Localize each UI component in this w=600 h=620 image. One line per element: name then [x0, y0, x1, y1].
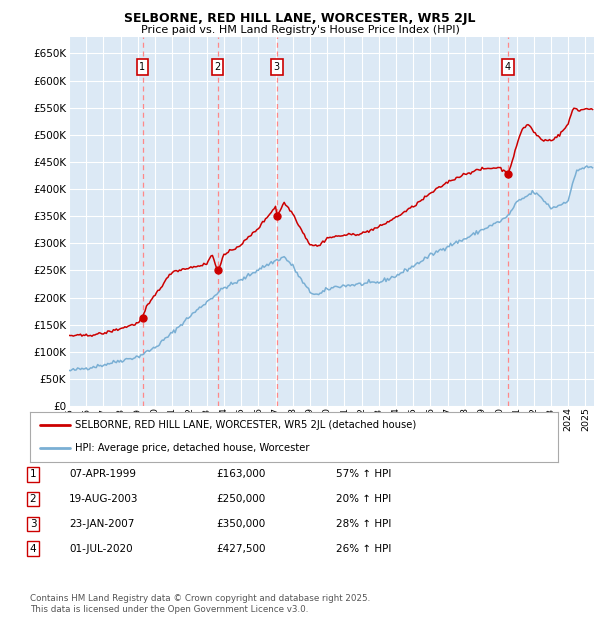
Text: HPI: Average price, detached house, Worcester: HPI: Average price, detached house, Worc…	[75, 443, 310, 453]
Text: 4: 4	[29, 544, 37, 554]
Text: 20% ↑ HPI: 20% ↑ HPI	[336, 494, 391, 504]
Text: 28% ↑ HPI: 28% ↑ HPI	[336, 519, 391, 529]
Text: 07-APR-1999: 07-APR-1999	[69, 469, 136, 479]
Text: 2: 2	[29, 494, 37, 504]
Text: 01-JUL-2020: 01-JUL-2020	[69, 544, 133, 554]
Text: 3: 3	[29, 519, 37, 529]
Text: £163,000: £163,000	[216, 469, 265, 479]
Text: 2: 2	[214, 62, 221, 72]
Text: £250,000: £250,000	[216, 494, 265, 504]
Text: 19-AUG-2003: 19-AUG-2003	[69, 494, 139, 504]
Text: 1: 1	[139, 62, 146, 72]
Text: £427,500: £427,500	[216, 544, 265, 554]
Text: Price paid vs. HM Land Registry's House Price Index (HPI): Price paid vs. HM Land Registry's House …	[140, 25, 460, 35]
Text: 4: 4	[505, 62, 511, 72]
Text: 26% ↑ HPI: 26% ↑ HPI	[336, 544, 391, 554]
Text: 1: 1	[29, 469, 37, 479]
Text: 3: 3	[274, 62, 280, 72]
Text: 23-JAN-2007: 23-JAN-2007	[69, 519, 134, 529]
Text: £350,000: £350,000	[216, 519, 265, 529]
Text: 57% ↑ HPI: 57% ↑ HPI	[336, 469, 391, 479]
Text: Contains HM Land Registry data © Crown copyright and database right 2025.
This d: Contains HM Land Registry data © Crown c…	[30, 595, 370, 614]
Text: SELBORNE, RED HILL LANE, WORCESTER, WR5 2JL (detached house): SELBORNE, RED HILL LANE, WORCESTER, WR5 …	[75, 420, 416, 430]
Text: SELBORNE, RED HILL LANE, WORCESTER, WR5 2JL: SELBORNE, RED HILL LANE, WORCESTER, WR5 …	[124, 12, 476, 25]
